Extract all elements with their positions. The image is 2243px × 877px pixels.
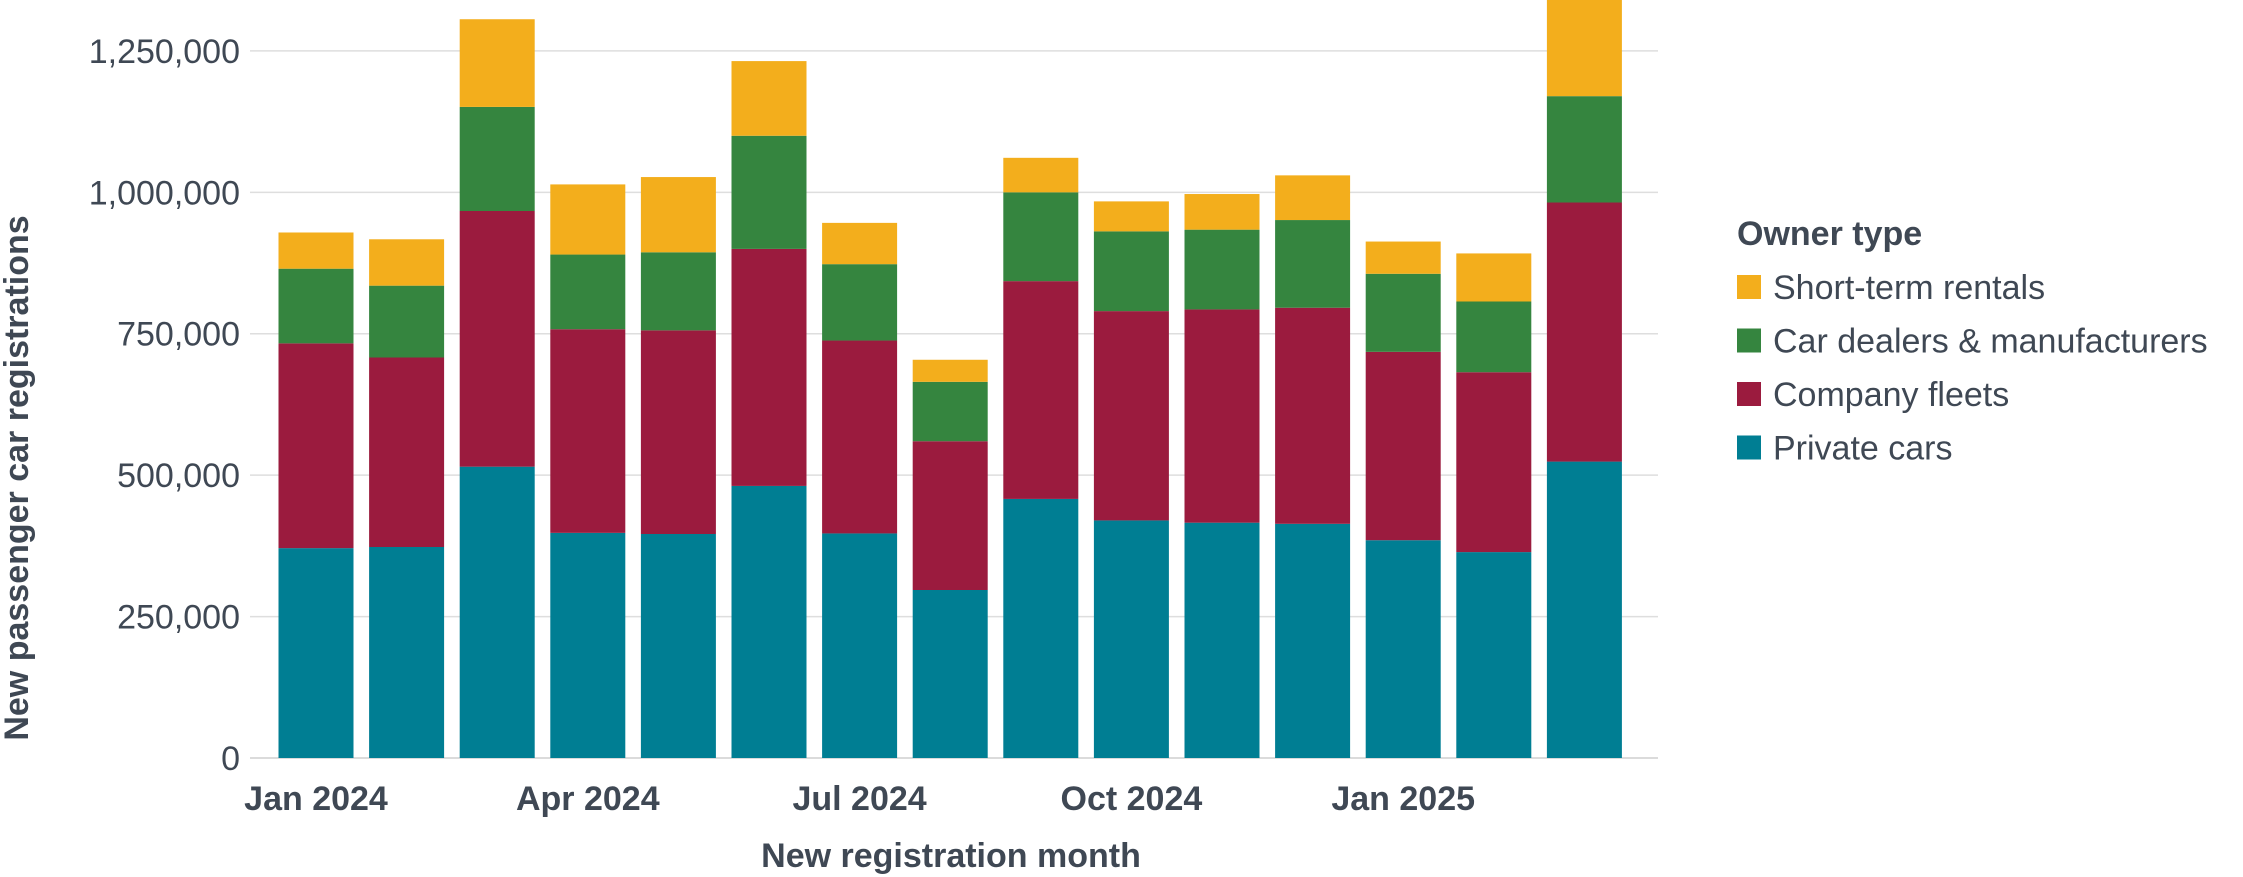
bar-private-cars: Oct 2024 — Private cars: 420,000 xyxy=(1093,520,1169,758)
bar-short-term-rentals: Dec 2024 — Short-term rentals: 79,000 xyxy=(1275,175,1351,221)
bar-company-fleets: Dec 2024 — Company fleets: 382,000 xyxy=(1275,307,1351,524)
bar-car-dealers-and-manufacturers: Feb 2025 — Car dealers & manufacturers: … xyxy=(1456,301,1532,373)
bar-car-dealers-and-manufacturers: Nov 2024 — Car dealers & manufacturers: … xyxy=(1184,229,1260,310)
bar-short-term-rentals: Sep 2024 — Short-term rentals: 61,000 xyxy=(1003,157,1079,193)
bar-short-term-rentals: Jul 2024 — Short-term rentals: 73,000 xyxy=(822,222,898,265)
legend-label-short-term-rentals: Short-term rentals xyxy=(1773,269,2045,307)
bar-car-dealers-and-manufacturers: Apr 2024 — Car dealers & manufacturers: … xyxy=(550,254,626,330)
y-tick-label: 250,000 xyxy=(117,599,240,637)
bar-car-dealers-and-manufacturers: May 2024 — Car dealers & manufacturers: … xyxy=(640,252,716,331)
bar-private-cars: Sep 2024 — Private cars: 458,000 xyxy=(1003,498,1079,758)
legend: Owner type Short-term rentals Car dealers… xyxy=(1737,215,2208,468)
legend-label-car-dealers-and-manufacturers: Car dealers & manufacturers xyxy=(1773,323,2208,361)
legend-label-company-fleets: Company fleets xyxy=(1773,376,2009,414)
x-axis: Jan 2024 Apr 2024 Jul 2024 Oct 2024 Jan 2025 xyxy=(244,780,1475,818)
bar-short-term-rentals: Oct 2024 — Short-term rentals: 53,000 xyxy=(1093,201,1169,232)
y-tick-label: 1,000,000 xyxy=(89,174,240,212)
y-tick-label: 500,000 xyxy=(117,457,240,495)
bar-private-cars: May 2024 — Private cars: 396,000 xyxy=(640,533,716,758)
bar-car-dealers-and-manufacturers: Mar 2024 — Car dealers & manufacturers: … xyxy=(459,106,535,211)
bar-private-cars: Dec 2024 — Private cars: 414,000 xyxy=(1275,523,1351,758)
bar-car-dealers-and-manufacturers: Jun 2024 — Car dealers & manufacturers: … xyxy=(731,135,807,249)
bar-car-dealers-and-manufacturers: Sep 2024 — Car dealers & manufacturers: … xyxy=(1003,192,1079,282)
x-tick-label: Apr 2024 xyxy=(516,780,660,818)
bar-private-cars: Feb 2025 — Private cars: 364,000 xyxy=(1456,552,1532,758)
bar-private-cars: Aug 2024 — Private cars: 297,000 xyxy=(912,589,988,758)
bar-private-cars: Jan 2024 — Private cars: 371,000 xyxy=(278,548,354,758)
y-tick-label: 750,000 xyxy=(117,316,240,354)
x-tick-label: Jan 2024 xyxy=(244,780,388,818)
bar-company-fleets: Feb 2025 — Company fleets: 318,000 xyxy=(1456,372,1532,553)
bar-car-dealers-and-manufacturers: Mar 2025 — Car dealers & manufacturers: … xyxy=(1546,96,1622,203)
bar-private-cars: Feb 2024 — Private cars: 373,000 xyxy=(369,547,445,758)
bar-car-dealers-and-manufacturers: Feb 2024 — Car dealers & manufacturers: … xyxy=(369,285,445,358)
bar-private-cars: Jun 2024 — Private cars: 481,000 xyxy=(731,485,807,758)
y-axis-title: New passenger car registrations xyxy=(0,215,36,740)
bar-company-fleets: Mar 2024 — Company fleets: 452,000 xyxy=(459,210,535,467)
bar-car-dealers-and-manufacturers: Oct 2024 — Car dealers & manufacturers: … xyxy=(1093,231,1169,312)
bar-company-fleets: Nov 2024 — Company fleets: 377,000 xyxy=(1184,309,1260,523)
bar-short-term-rentals: Feb 2024 — Short-term rentals: 82,000 xyxy=(369,239,445,286)
y-tick-label: 1,250,000 xyxy=(89,33,240,71)
bar-company-fleets: Mar 2025 — Company fleets: 458,000 xyxy=(1546,202,1622,462)
bar-car-dealers-and-manufacturers: Jan 2025 — Car dealers & manufacturers: … xyxy=(1365,273,1441,352)
legend-label-private-cars: Private cars xyxy=(1773,430,1953,468)
bar-private-cars: Nov 2024 — Private cars: 416,000 xyxy=(1184,522,1260,758)
bar-car-dealers-and-manufacturers: Jul 2024 — Car dealers & manufacturers: … xyxy=(822,264,898,341)
bar-company-fleets: Sep 2024 — Company fleets: 385,000 xyxy=(1003,281,1079,499)
bar-short-term-rentals: Mar 2024 — Short-term rentals: 155,000 xyxy=(459,19,535,107)
bar-company-fleets: Jan 2025 — Company fleets: 333,000 xyxy=(1365,351,1441,541)
bar-company-fleets: Aug 2024 — Company fleets: 263,000 xyxy=(912,441,988,590)
bar-short-term-rentals: Aug 2024 — Short-term rentals: 39,000 xyxy=(912,359,988,382)
bar-car-dealers-and-manufacturers: Jan 2024 — Car dealers & manufacturers: … xyxy=(278,268,354,344)
bar-car-dealers-and-manufacturers: Dec 2024 — Car dealers & manufacturers: … xyxy=(1275,220,1351,308)
bar-company-fleets: Apr 2024 — Company fleets: 360,000 xyxy=(550,329,626,533)
x-tick-label: Jul 2024 xyxy=(792,780,926,818)
bar-short-term-rentals: Jun 2024 — Short-term rentals: 132,000 xyxy=(731,61,807,136)
bar-company-fleets: Oct 2024 — Company fleets: 370,000 xyxy=(1093,311,1169,521)
legend-swatch-company-fleets xyxy=(1737,382,1761,406)
bar-company-fleets: Feb 2024 — Company fleets: 335,000 xyxy=(369,357,445,548)
y-axis: 0 250,000 500,000 750,000 1,000,000 1,250,000 xyxy=(89,33,240,778)
bar-short-term-rentals: Mar 2025 — Short-term rentals: 170,000 xyxy=(1546,0,1622,97)
bar-short-term-rentals: Jan 2025 — Short-term rentals: 57,000 xyxy=(1365,241,1441,274)
legend-title: Owner type xyxy=(1737,215,1922,253)
x-axis-title: New registration month xyxy=(761,837,1141,875)
legend-swatch-short-term-rentals xyxy=(1737,275,1761,299)
bar-company-fleets: May 2024 — Company fleets: 360,000 xyxy=(640,330,716,534)
bar-short-term-rentals: May 2024 — Short-term rentals: 133,000 xyxy=(640,177,716,253)
x-tick-label: Oct 2024 xyxy=(1061,780,1203,818)
bar-private-cars: Jul 2024 — Private cars: 397,000 xyxy=(822,533,898,758)
bar-short-term-rentals: Jan 2024 — Short-term rentals: 64,000 xyxy=(278,232,354,269)
bar-private-cars: Apr 2024 — Private cars: 398,000 xyxy=(550,532,626,758)
legend-swatch-private-cars xyxy=(1737,435,1761,460)
bar-company-fleets: Jan 2024 — Company fleets: 362,000 xyxy=(278,343,354,549)
bar-private-cars: Mar 2025 — Private cars: 524,000 xyxy=(1546,461,1622,758)
bar-short-term-rentals: Feb 2025 — Short-term rentals: 85,000 xyxy=(1456,253,1532,302)
bar-short-term-rentals: Nov 2024 — Short-term rentals: 63,000 xyxy=(1184,194,1260,230)
bar-car-dealers-and-manufacturers: Aug 2024 — Car dealers & manufacturers: … xyxy=(912,381,988,442)
bar-private-cars: Jan 2025 — Private cars: 385,000 xyxy=(1365,540,1441,758)
x-tick-label: Jan 2025 xyxy=(1331,780,1475,818)
y-tick-label: 0 xyxy=(221,740,240,778)
legend-swatch-car-dealers-and-manufacturers xyxy=(1737,328,1761,353)
bar-private-cars: Mar 2024 — Private cars: 515,000 xyxy=(459,466,535,758)
bar-short-term-rentals: Apr 2024 — Short-term rentals: 124,000 xyxy=(550,184,626,255)
bar-company-fleets: Jun 2024 — Company fleets: 419,000 xyxy=(731,248,807,486)
bar-company-fleets: Jul 2024 — Company fleets: 341,000 xyxy=(822,340,898,534)
